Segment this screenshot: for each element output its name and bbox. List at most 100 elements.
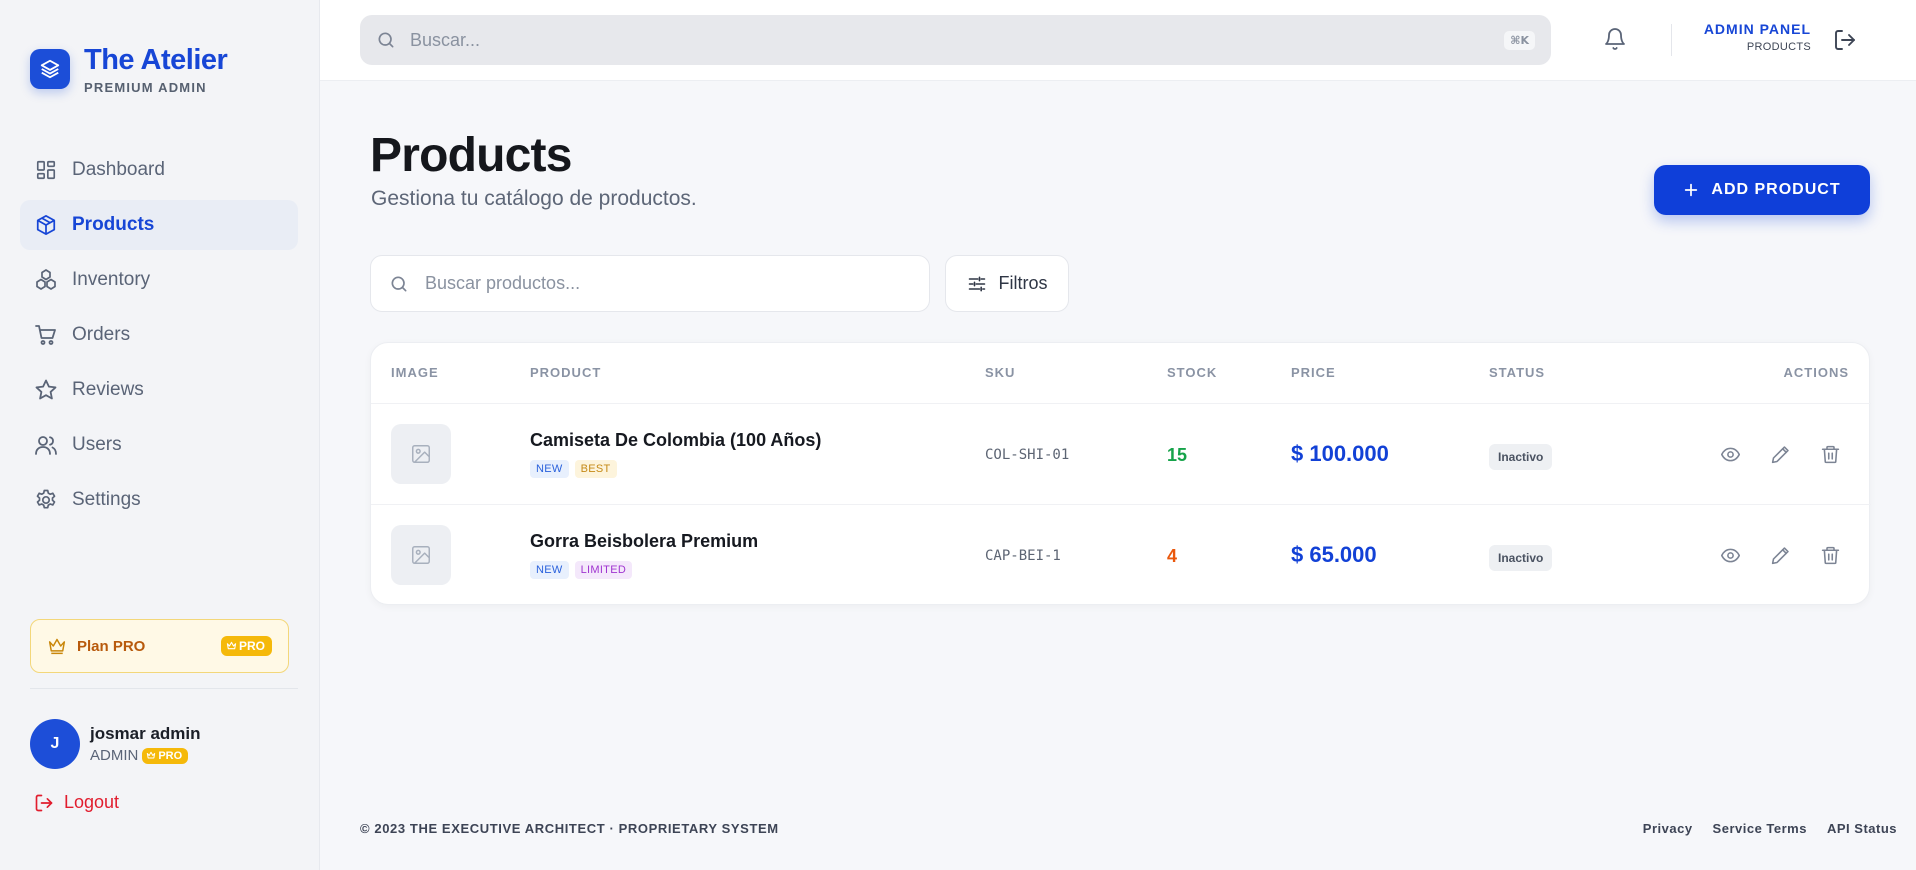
product-name[interactable]: Gorra Beisbolera Premium: [530, 531, 759, 551]
panel-subtitle: PRODUCTS: [1746, 41, 1811, 53]
search-icon: [378, 32, 394, 48]
column-header-actions: ACTIONS: [1783, 365, 1849, 380]
product-price: $ 100.000: [1291, 441, 1389, 466]
product-stock: 15: [1167, 445, 1188, 465]
tag-best: BEST: [574, 460, 617, 478]
filters-button[interactable]: Filtros: [945, 255, 1069, 312]
user-name: josmar admin: [90, 724, 201, 743]
pro-badge: PRO: [142, 747, 189, 764]
sidebar-item-label: Users: [72, 434, 122, 455]
status-badge: Inactivo: [1489, 545, 1553, 571]
brand[interactable]: The Atelier PREMIUM ADMIN: [30, 44, 228, 95]
boxes-icon: [34, 268, 58, 292]
top-bar: ⌘K ADMIN PANEL PRODUCTS: [320, 0, 1916, 81]
logout-icon: [35, 794, 53, 811]
trash-icon: [1821, 445, 1839, 463]
logout-icon: [1835, 30, 1855, 50]
grid-icon: [34, 158, 58, 182]
panel-info: ADMIN PANEL PRODUCTS: [1704, 21, 1811, 53]
sidebar-item-dashboard[interactable]: Dashboard: [20, 145, 298, 195]
product-tags: NEW BEST: [530, 460, 623, 478]
logout-button[interactable]: Logout: [34, 792, 119, 813]
footer-links: Privacy Service Terms API Status: [1623, 821, 1897, 836]
avatar: J: [30, 719, 80, 769]
product-sku: CAP-BEI-1: [985, 548, 1061, 564]
products-table: IMAGE PRODUCT SKU STOCK PRICE STATUS ACT…: [370, 342, 1871, 605]
eye-icon: [1720, 447, 1740, 461]
view-button[interactable]: [1718, 442, 1742, 466]
product-name[interactable]: Camiseta De Colombia (100 Años): [530, 430, 822, 450]
notifications-button[interactable]: [1603, 27, 1627, 51]
service-terms-link[interactable]: Service Terms: [1712, 821, 1807, 836]
page-title: Products: [370, 129, 572, 182]
pencil-icon: [1771, 546, 1789, 564]
tag-new: NEW: [530, 561, 569, 579]
bell-icon: [1605, 28, 1625, 50]
row-actions: [1718, 543, 1868, 567]
sidebar-item-label: Dashboard: [72, 159, 165, 180]
cart-icon: [34, 323, 58, 347]
global-search-input[interactable]: [410, 29, 1505, 51]
row-actions: [1718, 442, 1868, 466]
product-price: $ 65.000: [1291, 542, 1377, 567]
brand-title: The Atelier: [84, 44, 228, 76]
sidebar-divider: [30, 688, 298, 689]
exit-button[interactable]: [1833, 28, 1857, 52]
brand-subtitle: PREMIUM ADMIN: [84, 80, 207, 95]
sidebar-item-products[interactable]: Products: [20, 200, 298, 250]
user-role: ADMIN PRO: [90, 747, 201, 764]
eye-icon: [1720, 548, 1740, 562]
table-row[interactable]: Camiseta De Colombia (100 Años) NEW BEST…: [371, 403, 1871, 504]
gear-icon: [34, 488, 58, 512]
add-product-label: ADD PRODUCT: [1711, 181, 1841, 198]
tag-new: NEW: [530, 460, 569, 478]
plan-card[interactable]: Plan PRO PRO: [30, 619, 289, 673]
column-header-status: STATUS: [1489, 365, 1546, 380]
sidebar-item-label: Products: [72, 214, 155, 235]
box-icon: [34, 213, 58, 237]
delete-button[interactable]: [1818, 442, 1842, 466]
pro-badge: PRO: [220, 636, 272, 656]
edit-button[interactable]: [1768, 442, 1792, 466]
privacy-link[interactable]: Privacy: [1642, 821, 1693, 836]
column-header-stock: STOCK: [1167, 365, 1218, 380]
table-row[interactable]: Gorra Beisbolera Premium NEW LIMITED CAP…: [371, 504, 1871, 605]
product-search[interactable]: [370, 255, 930, 312]
sidebar-item-label: Reviews: [72, 379, 144, 400]
plan-label: Plan PRO: [77, 637, 146, 655]
sidebar-item-orders[interactable]: Orders: [20, 310, 298, 360]
column-header-product: PRODUCT: [530, 365, 602, 380]
layers-icon: [30, 49, 70, 89]
api-status-link[interactable]: API Status: [1826, 821, 1897, 836]
sidebar-item-users[interactable]: Users: [20, 420, 298, 470]
pencil-icon: [1771, 445, 1789, 463]
view-button[interactable]: [1718, 543, 1742, 567]
column-header-image: IMAGE: [391, 365, 439, 380]
sliders-icon: [968, 276, 985, 291]
trash-icon: [1821, 546, 1839, 564]
column-header-price: PRICE: [1291, 365, 1336, 380]
image-icon: [412, 445, 430, 463]
tag-limited: LIMITED: [574, 561, 633, 579]
edit-button[interactable]: [1768, 543, 1792, 567]
sidebar-item-reviews[interactable]: Reviews: [20, 365, 298, 415]
sidebar-item-settings[interactable]: Settings: [20, 475, 298, 525]
image-icon: [412, 546, 430, 564]
sidebar: The Atelier PREMIUM ADMIN Dashboard Prod…: [0, 0, 320, 870]
global-search[interactable]: ⌘K: [360, 15, 1551, 65]
product-search-input[interactable]: [425, 273, 911, 294]
delete-button[interactable]: [1818, 543, 1842, 567]
filters-label: Filtros: [998, 273, 1048, 293]
crown-icon: [147, 751, 156, 759]
plus-icon: [1685, 183, 1698, 197]
user-profile[interactable]: J josmar admin ADMIN PRO: [30, 719, 201, 769]
page-subtitle: Gestiona tu catálogo de productos.: [371, 187, 697, 210]
logout-label: Logout: [64, 792, 120, 812]
sidebar-item-inventory[interactable]: Inventory: [20, 255, 298, 305]
product-image-placeholder: [391, 525, 451, 585]
crown-icon: [226, 641, 237, 650]
users-icon: [34, 433, 58, 457]
column-header-sku: SKU: [985, 365, 1016, 380]
add-product-button[interactable]: ADD PRODUCT: [1654, 165, 1870, 215]
panel-title: ADMIN PANEL: [1703, 21, 1811, 37]
